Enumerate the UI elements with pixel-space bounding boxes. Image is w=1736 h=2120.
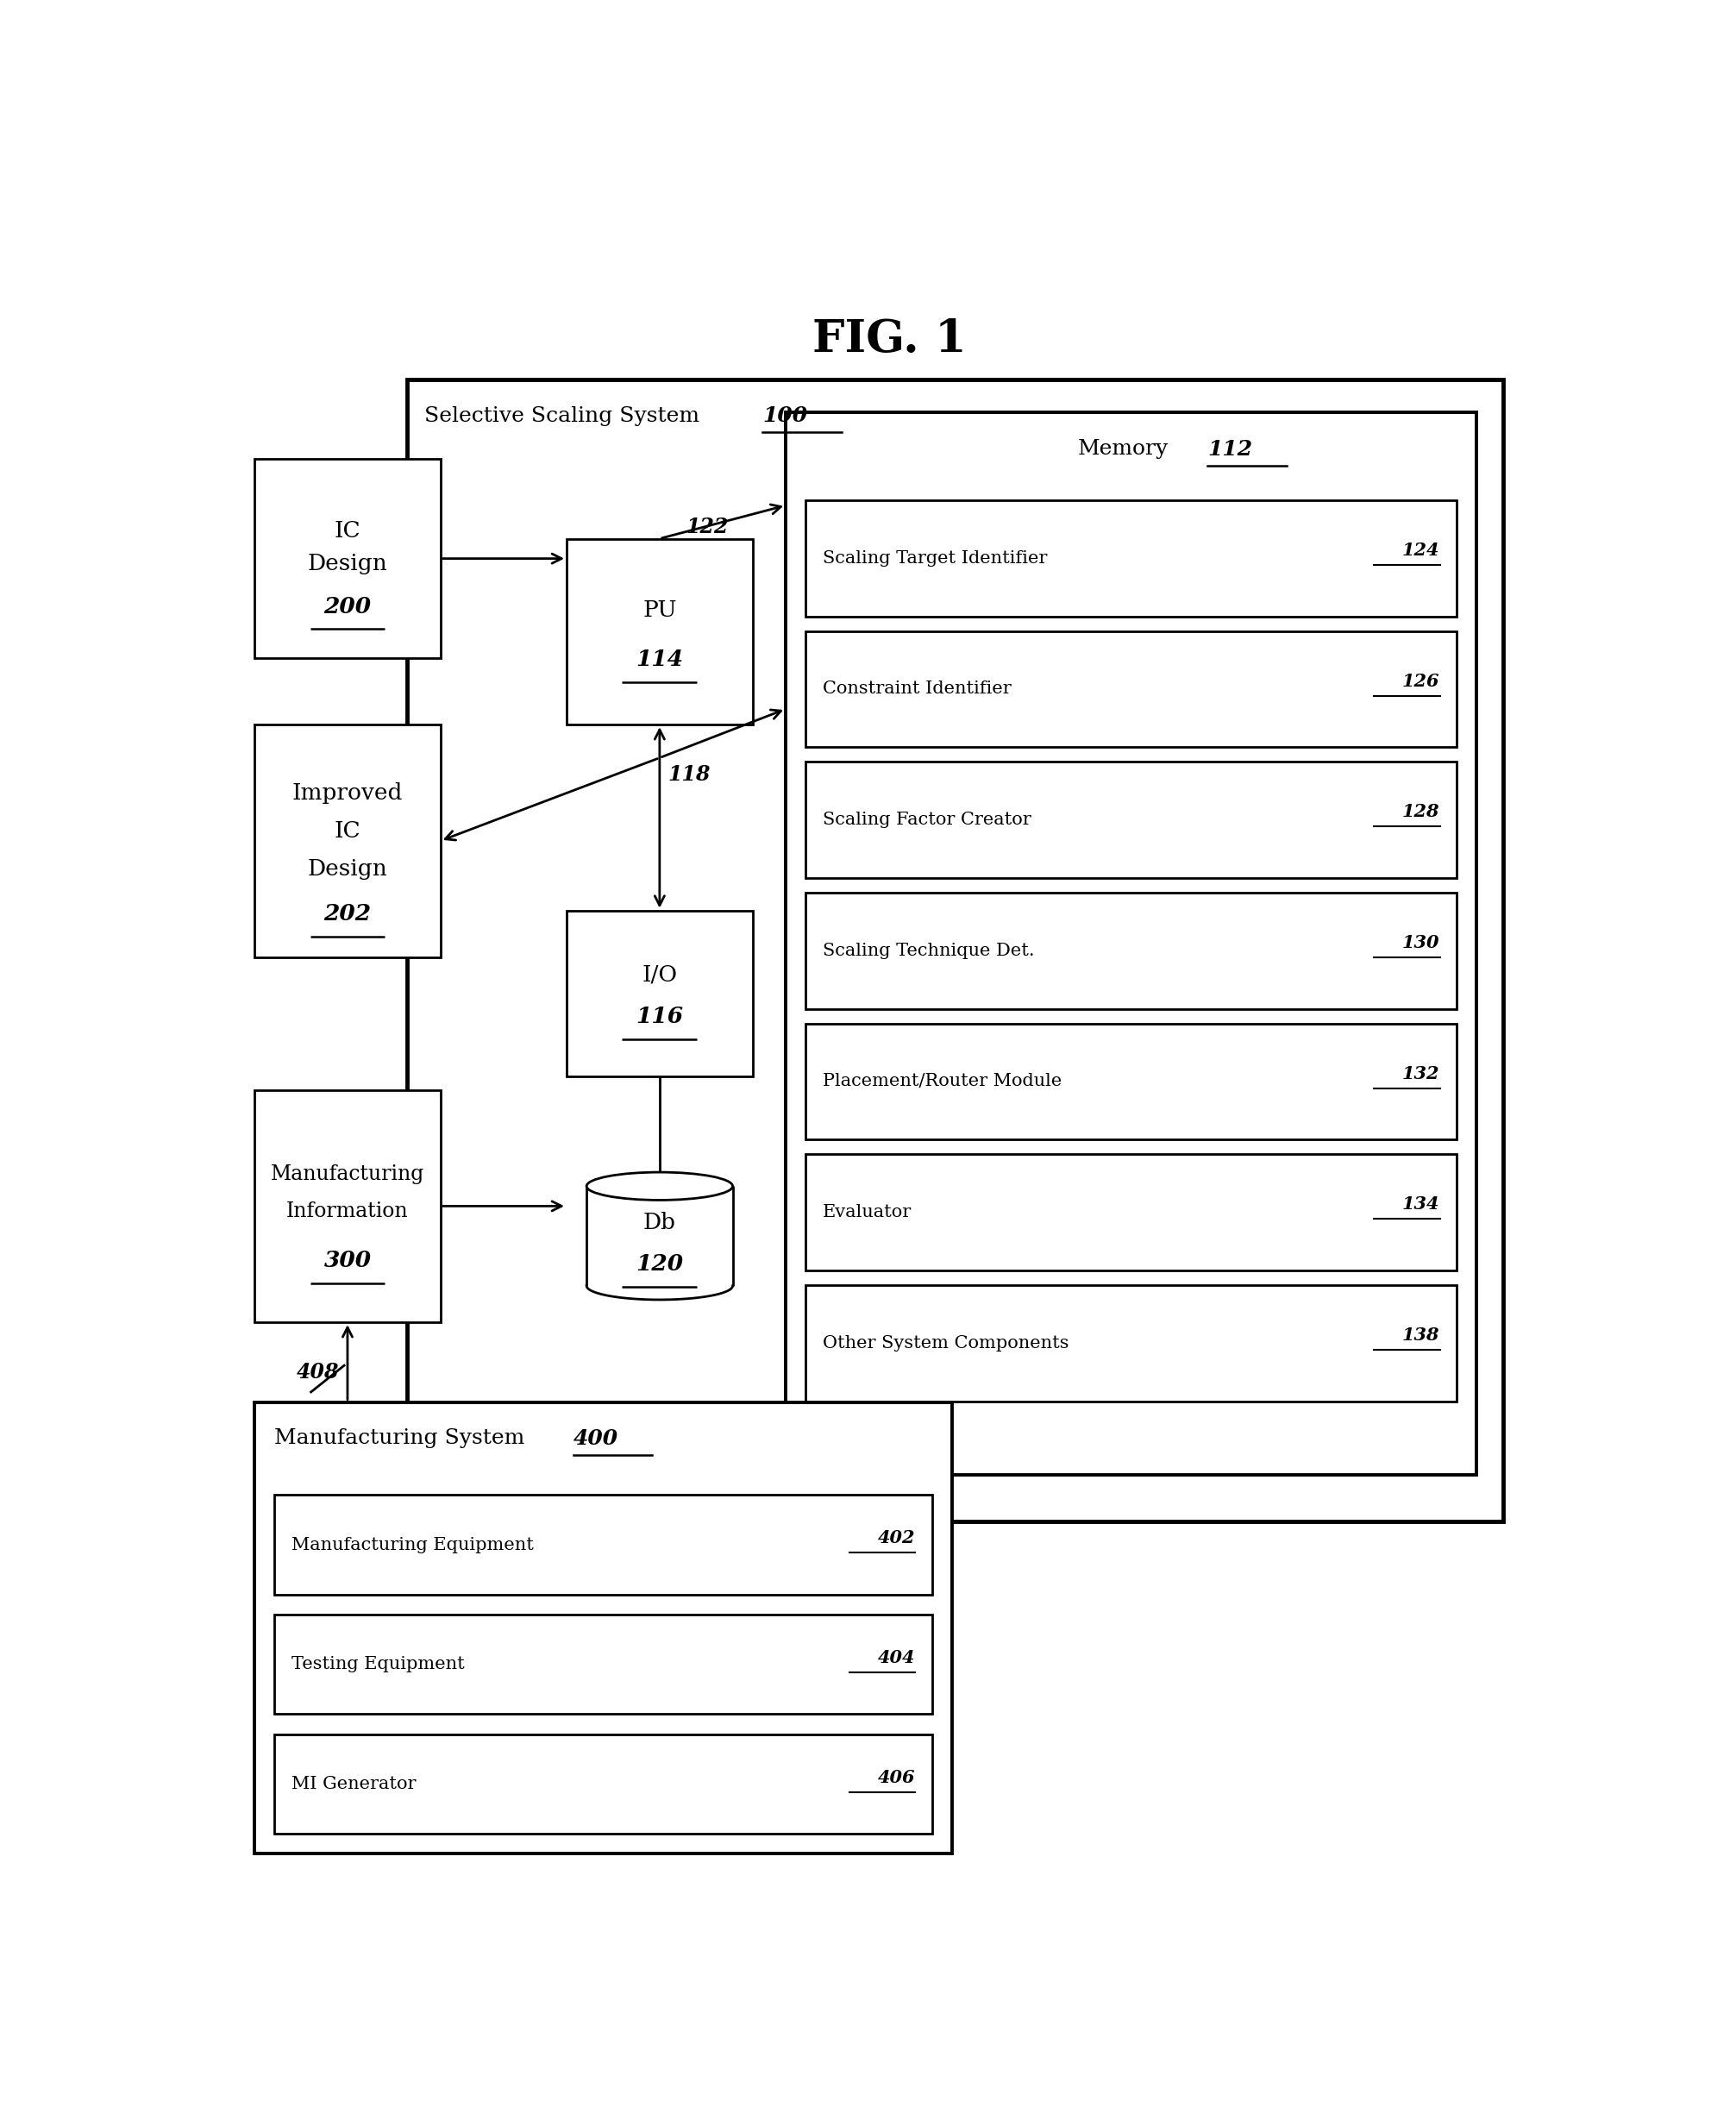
Text: Information: Information	[286, 1202, 408, 1221]
Bar	[566, 912, 753, 1077]
Text: 402: 402	[878, 1529, 915, 1548]
Text: Design: Design	[307, 553, 387, 575]
Text: 138: 138	[1403, 1327, 1439, 1344]
Text: 122: 122	[686, 517, 729, 536]
Text: 120: 120	[635, 1253, 684, 1274]
Bar	[806, 632, 1457, 746]
Bar	[806, 500, 1457, 617]
Text: 300: 300	[323, 1251, 372, 1272]
Text: 100: 100	[762, 405, 807, 426]
Bar	[255, 1401, 951, 1853]
Text: Testing Equipment: Testing Equipment	[292, 1656, 464, 1673]
Text: 404: 404	[878, 1649, 915, 1666]
Bar	[274, 1495, 932, 1594]
Text: FIG. 1: FIG. 1	[812, 318, 967, 360]
Ellipse shape	[587, 1172, 733, 1200]
Text: 130: 130	[1403, 935, 1439, 952]
Bar	[786, 413, 1476, 1476]
Text: Scaling Technique Det.: Scaling Technique Det.	[823, 943, 1035, 958]
Bar	[806, 761, 1457, 878]
Text: 132: 132	[1403, 1064, 1439, 1081]
Bar	[806, 1024, 1457, 1141]
Bar	[255, 458, 441, 657]
Text: Improved: Improved	[292, 782, 403, 803]
Text: 114: 114	[635, 649, 684, 670]
Text: Other System Components: Other System Components	[823, 1336, 1069, 1350]
Text: Memory: Memory	[1078, 439, 1168, 458]
Text: Constraint Identifier: Constraint Identifier	[823, 681, 1010, 697]
Bar	[255, 725, 441, 956]
Text: Selective Scaling System: Selective Scaling System	[424, 405, 700, 426]
Text: IC: IC	[335, 820, 361, 842]
Text: Manufacturing System: Manufacturing System	[274, 1429, 524, 1448]
Text: 128: 128	[1403, 803, 1439, 820]
Bar	[274, 1734, 932, 1834]
Bar	[566, 538, 753, 725]
Text: 134: 134	[1403, 1196, 1439, 1213]
Text: 406: 406	[878, 1768, 915, 1785]
Text: Manufacturing Equipment: Manufacturing Equipment	[292, 1537, 533, 1554]
Bar	[274, 1615, 932, 1715]
Bar	[408, 379, 1503, 1522]
Text: Manufacturing: Manufacturing	[271, 1164, 424, 1185]
Text: 202: 202	[323, 903, 372, 924]
Text: PU: PU	[642, 600, 677, 621]
Bar	[255, 1090, 441, 1323]
Text: Design: Design	[307, 859, 387, 880]
Bar	[806, 893, 1457, 1009]
Text: Placement/Router Module: Placement/Router Module	[823, 1073, 1061, 1090]
Text: Scaling Factor Creator: Scaling Factor Creator	[823, 812, 1031, 829]
Text: MI Generator: MI Generator	[292, 1777, 415, 1791]
Text: Db: Db	[644, 1213, 675, 1234]
Text: 126: 126	[1403, 672, 1439, 689]
Text: Evaluator: Evaluator	[823, 1204, 911, 1221]
Bar	[806, 1153, 1457, 1270]
Bar	[806, 1285, 1457, 1401]
Text: 408: 408	[297, 1361, 339, 1382]
Text: 124: 124	[1403, 541, 1439, 560]
Text: 118: 118	[668, 763, 710, 784]
Text: I/O: I/O	[642, 965, 677, 986]
Text: 200: 200	[323, 596, 372, 617]
Text: Scaling Target Identifier: Scaling Target Identifier	[823, 549, 1047, 566]
Text: 116: 116	[635, 1007, 684, 1028]
Text: 400: 400	[573, 1429, 618, 1448]
Text: 112: 112	[1208, 439, 1252, 460]
Text: IC: IC	[335, 519, 361, 541]
